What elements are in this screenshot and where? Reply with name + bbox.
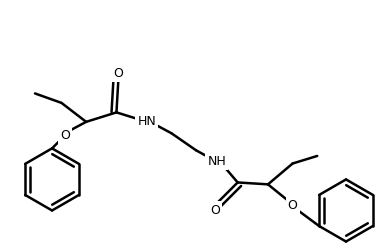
Text: O: O bbox=[288, 199, 298, 212]
Text: NH: NH bbox=[207, 155, 226, 168]
Text: HN: HN bbox=[137, 115, 156, 128]
Text: O: O bbox=[60, 128, 70, 142]
Text: O: O bbox=[113, 67, 123, 80]
Text: O: O bbox=[210, 204, 220, 217]
